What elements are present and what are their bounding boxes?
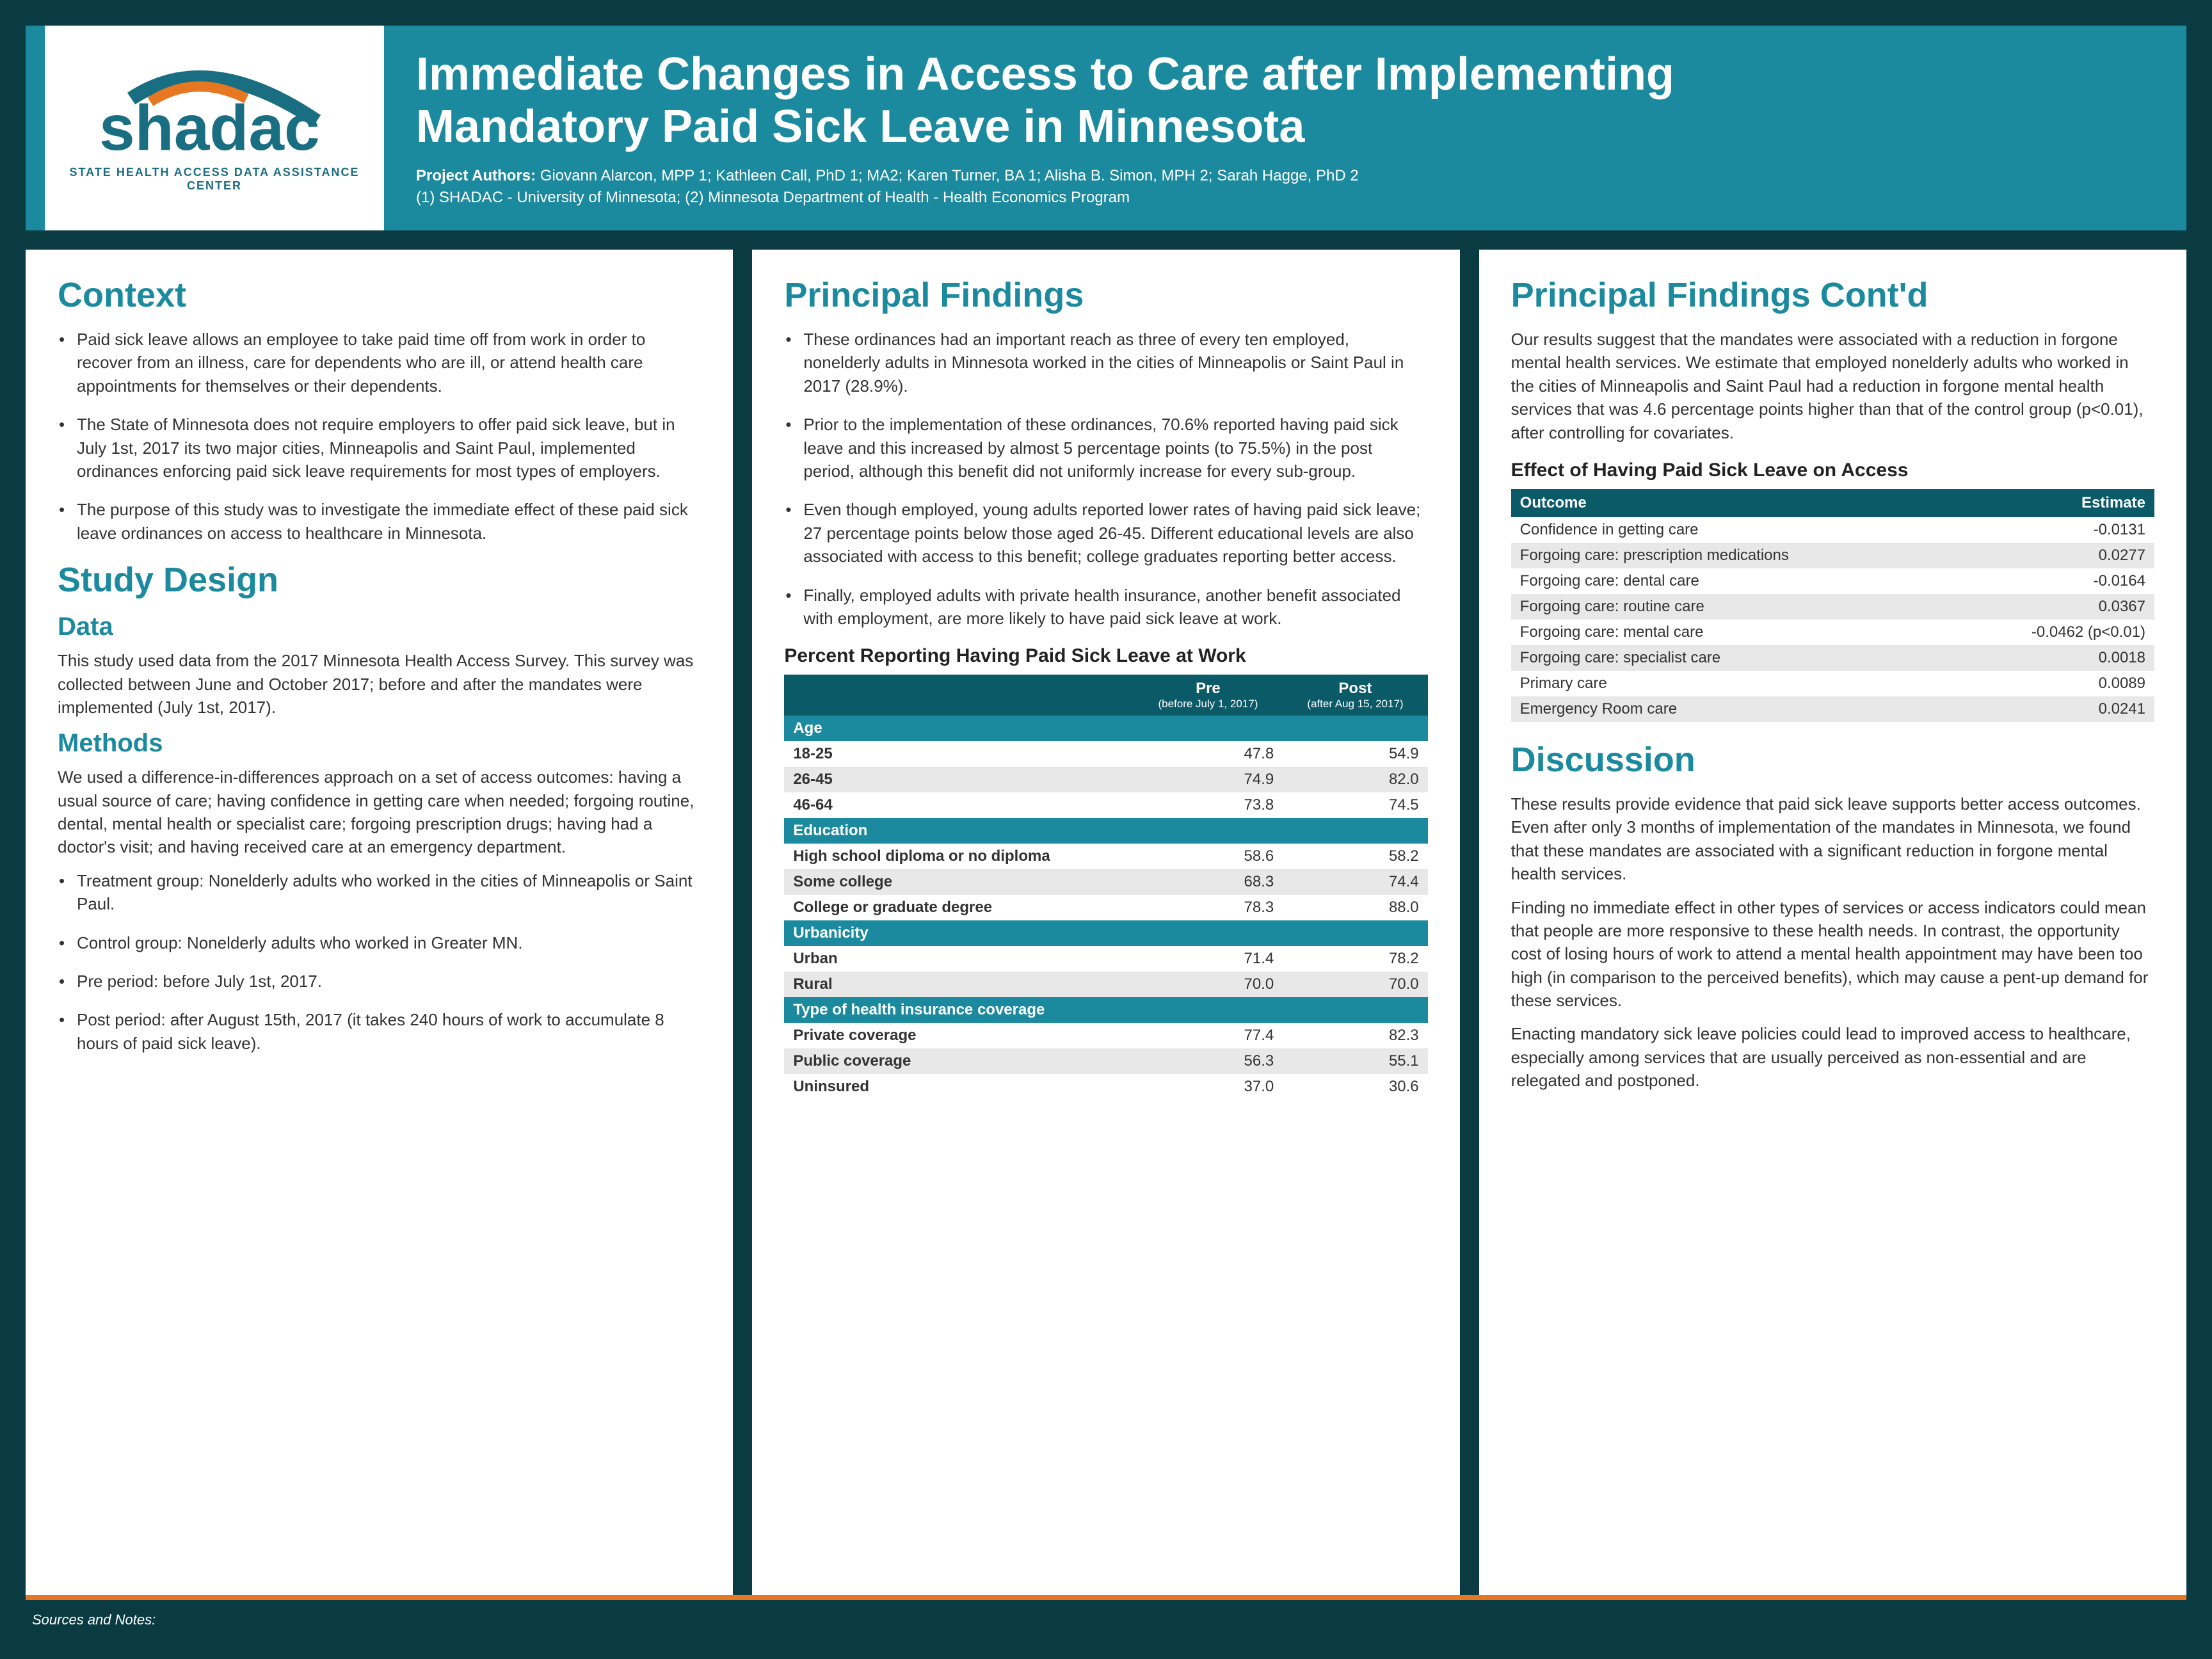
- data-text: This study used data from the 2017 Minne…: [58, 649, 701, 719]
- table-section-header: Urbanicity: [784, 920, 1427, 946]
- col-findings: Principal Findings These ordinances had …: [752, 250, 1459, 1595]
- table-row: Uninsured37.030.6: [784, 1074, 1427, 1100]
- methods-subheading: Methods: [58, 729, 701, 758]
- discussion-para: These results provide evidence that paid…: [1511, 792, 2154, 886]
- affiliations: (1) SHADAC - University of Minnesota; (2…: [416, 189, 1130, 206]
- title-line1: Immediate Changes in Access to Care afte…: [416, 49, 1674, 100]
- table-row: Some college68.374.4: [784, 869, 1427, 895]
- context-list: Paid sick leave allows an employee to ta…: [58, 328, 701, 545]
- methods-item: Post period: after August 15th, 2017 (it…: [77, 1008, 701, 1055]
- columns: Context Paid sick leave allows an employ…: [26, 250, 2186, 1595]
- table-row: Forgoing care: dental care-0.0164: [1511, 568, 2154, 594]
- table-row: Emergency Room care0.0241: [1511, 696, 2154, 722]
- effect-table: OutcomeEstimateConfidence in getting car…: [1511, 489, 2154, 722]
- effect-table-title: Effect of Having Paid Sick Leave on Acce…: [1511, 460, 2154, 481]
- discussion-heading: Discussion: [1511, 740, 2154, 780]
- methods-item: Pre period: before July 1st, 2017.: [77, 970, 701, 993]
- table-row: Confidence in getting care-0.0131: [1511, 517, 2154, 543]
- findings2-heading: Principal Findings Cont'd: [1511, 275, 2154, 315]
- psl-table-title: Percent Reporting Having Paid Sick Leave…: [784, 645, 1427, 667]
- svg-text:shadac: shadac: [99, 92, 320, 159]
- table-row: Forgoing care: routine care0.0367: [1511, 594, 2154, 620]
- col-findings-contd: Principal Findings Cont'd Our results su…: [1479, 250, 2186, 1595]
- table-row: Public coverage56.355.1: [784, 1048, 1427, 1074]
- data-subheading: Data: [58, 613, 701, 641]
- table-row: High school diploma or no diploma58.658.…: [784, 844, 1427, 869]
- table-section-header: Age: [784, 716, 1427, 741]
- header-row: shadac STATE HEALTH ACCESS DATA ASSISTAN…: [26, 26, 2186, 230]
- table-row: 26-4574.982.0: [784, 767, 1427, 792]
- shadac-logo-icon: shadac: [80, 63, 349, 159]
- table-row: Forgoing care: prescription medications0…: [1511, 543, 2154, 568]
- table-row: Forgoing care: mental care-0.0462 (p<0.0…: [1511, 620, 2154, 645]
- authors-list: Giovann Alarcon, MPP 1; Kathleen Call, P…: [540, 167, 1359, 184]
- footer-text: Sources and Notes:: [32, 1612, 156, 1628]
- discussion-para: Finding no immediate effect in other typ…: [1511, 896, 2154, 1013]
- table-row: Rural70.070.0: [784, 972, 1427, 997]
- findings-item: Finally, employed adults with private he…: [803, 584, 1427, 630]
- table-row: Forgoing care: specialist care0.0018: [1511, 645, 2154, 671]
- context-item: The purpose of this study was to investi…: [77, 498, 701, 545]
- authors-block: Project Authors: Giovann Alarcon, MPP 1;…: [416, 165, 2154, 208]
- methods-list: Treatment group: Nonelderly adults who w…: [58, 869, 701, 1055]
- logo-box: shadac STATE HEALTH ACCESS DATA ASSISTAN…: [26, 26, 384, 230]
- table-row: College or graduate degree78.388.0: [784, 895, 1427, 920]
- context-heading: Context: [58, 275, 701, 315]
- title-line2: Mandatory Paid Sick Leave in Minnesota: [416, 101, 1304, 152]
- table-section-header: Type of health insurance coverage: [784, 997, 1427, 1023]
- poster-title: Immediate Changes in Access to Care afte…: [416, 48, 2154, 154]
- discussion-paras: These results provide evidence that paid…: [1511, 792, 2154, 1093]
- methods-item: Treatment group: Nonelderly adults who w…: [77, 869, 701, 916]
- authors-label: Project Authors:: [416, 167, 540, 184]
- context-item: The State of Minnesota does not require …: [77, 413, 701, 483]
- context-item: Paid sick leave allows an employee to ta…: [77, 328, 701, 397]
- table-section-header: Education: [784, 818, 1427, 844]
- table-row: 46-6473.874.5: [784, 792, 1427, 818]
- findings-item: Even though employed, young adults repor…: [803, 498, 1427, 568]
- findings-item: Prior to the implementation of these ord…: [803, 413, 1427, 483]
- discussion-para: Enacting mandatory sick leave policies c…: [1511, 1022, 2154, 1092]
- footer: Sources and Notes:: [26, 1595, 2186, 1633]
- table-row: 18-2547.854.9: [784, 741, 1427, 767]
- logo-subtitle: STATE HEALTH ACCESS DATA ASSISTANCE CENT…: [58, 166, 371, 193]
- study-design-heading: Study Design: [58, 560, 701, 600]
- findings2-intro: Our results suggest that the mandates we…: [1511, 328, 2154, 444]
- psl-table: Pre(before July 1, 2017)Post(after Aug 1…: [784, 675, 1427, 1100]
- methods-item: Control group: Nonelderly adults who wor…: [77, 931, 701, 954]
- table-row: Primary care0.0089: [1511, 671, 2154, 696]
- methods-text: We used a difference-in-differences appr…: [58, 765, 701, 859]
- poster-root: shadac STATE HEALTH ACCESS DATA ASSISTAN…: [26, 26, 2186, 1633]
- col-context: Context Paid sick leave allows an employ…: [26, 250, 733, 1595]
- findings-item: These ordinances had an important reach …: [803, 328, 1427, 397]
- findings-heading: Principal Findings: [784, 275, 1427, 315]
- title-box: Immediate Changes in Access to Care afte…: [384, 26, 2186, 230]
- table-row: Private coverage77.482.3: [784, 1023, 1427, 1048]
- table-row: Urban71.478.2: [784, 946, 1427, 972]
- findings-list: These ordinances had an important reach …: [784, 328, 1427, 630]
